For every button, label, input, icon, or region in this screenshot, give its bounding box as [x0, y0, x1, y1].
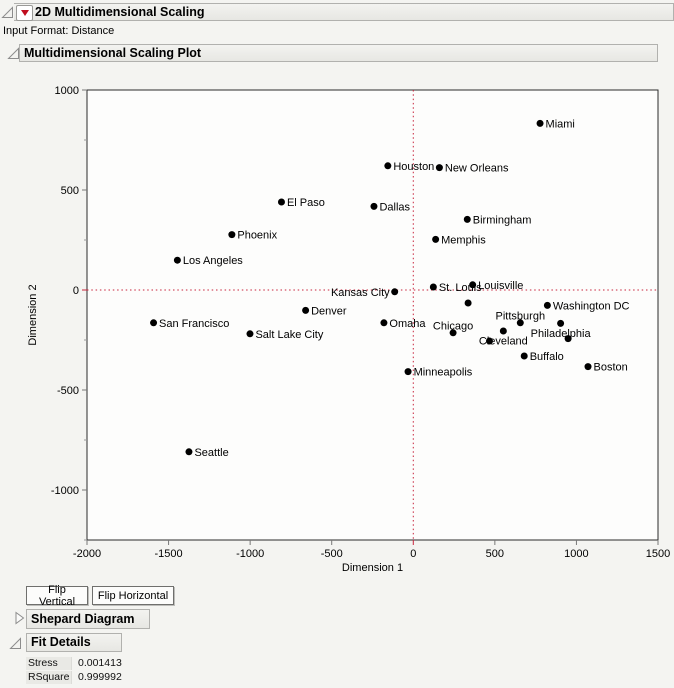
point-label: Houston — [393, 161, 434, 173]
data-point-el-paso[interactable] — [277, 198, 285, 206]
point-label: New Orleans — [445, 163, 509, 175]
point-label: Birmingham — [473, 214, 532, 226]
data-point-boston[interactable] — [584, 363, 592, 371]
point-label: San Francisco — [159, 318, 229, 330]
y-axis-tick-label: 0 — [73, 285, 79, 297]
data-point-minneapolis[interactable] — [404, 368, 412, 376]
data-point-los-angeles[interactable] — [173, 256, 181, 264]
fit-stat-value: 0.999992 — [78, 671, 122, 683]
data-point-memphis[interactable] — [432, 235, 440, 243]
y-axis-tick-label: -1000 — [51, 485, 79, 497]
x-axis-tick-label: -1500 — [155, 548, 183, 560]
point-label: Louisville — [478, 280, 523, 292]
data-point-birmingham[interactable] — [463, 215, 471, 223]
shepard-section-title: Shepard Diagram — [31, 611, 135, 626]
data-point-omaha[interactable] — [380, 319, 388, 327]
point-label: Dallas — [379, 201, 410, 213]
data-point-buffalo[interactable] — [520, 352, 528, 360]
point-label: Washington DC — [553, 300, 630, 312]
y-axis-tick-label: 1000 — [55, 85, 79, 97]
flip-horizontal-button[interactable]: Flip Horizontal — [92, 586, 174, 605]
data-point-san-francisco[interactable] — [150, 319, 158, 327]
x-axis-tick-label: -500 — [321, 548, 343, 560]
fit-details-section-title: Fit Details — [31, 635, 91, 650]
flip-vertical-button[interactable]: Flip Vertical — [26, 584, 88, 608]
point-label: Miami — [546, 118, 575, 130]
point-label: Memphis — [441, 234, 486, 246]
x-axis-tick-label: 500 — [486, 548, 504, 560]
plot-frame — [86, 89, 659, 541]
report-title: 2D Multidimensional Scaling — [35, 4, 205, 19]
data-point-new-orleans[interactable] — [435, 164, 443, 172]
point-label: Omaha — [389, 318, 426, 330]
disclosure-triangle-expanded-icon[interactable] — [9, 637, 22, 650]
input-format-text: Input Format: Distance — [3, 25, 115, 37]
fit-stat-label: RSquare — [26, 670, 72, 684]
shepard-section-header: Shepard Diagram — [26, 609, 150, 629]
x-axis-tick-label: 0 — [410, 548, 416, 560]
disclosure-triangle-collapsed-icon[interactable] — [13, 611, 26, 625]
point-label: Minneapolis — [414, 367, 473, 379]
data-point-washington-dc[interactable] — [543, 301, 551, 309]
data-point-denver[interactable] — [302, 306, 310, 314]
point-label: Seattle — [194, 447, 228, 459]
point-label: Pittsburgh — [496, 310, 546, 322]
disclosure-triangle-expanded-icon[interactable] — [7, 47, 20, 60]
y-axis-tick-label: -500 — [57, 385, 79, 397]
point-label: Salt Lake City — [255, 329, 323, 341]
fit-stat-value: 0.001413 — [78, 657, 122, 669]
table-row: RSquare 0.999992 — [26, 670, 148, 684]
data-point-miami[interactable] — [536, 119, 544, 127]
data-point-philadelphia[interactable] — [557, 319, 565, 327]
point-label: Chicago — [433, 320, 473, 332]
point-label: Phoenix — [237, 230, 277, 242]
y-axis-tick-label: 500 — [61, 185, 79, 197]
disclosure-triangle-expanded-icon[interactable] — [1, 6, 14, 19]
data-point-chicago[interactable] — [449, 329, 457, 337]
table-row: Stress 0.001413 — [26, 656, 148, 670]
y-axis-title: Dimension 2 — [27, 284, 39, 345]
x-axis-tick-label: -1000 — [236, 548, 264, 560]
mds-scatter-plot: 1000 500 0 -500 -1000 -2000 -1500 -1000 -500 0 500… — [27, 85, 670, 574]
point-label: Boston — [594, 362, 628, 374]
data-point-houston[interactable] — [384, 162, 392, 170]
plot-section-header: Multidimensional Scaling Plot — [19, 44, 658, 62]
data-point[interactable] — [485, 337, 493, 345]
red-triangle-menu-button[interactable] — [16, 5, 33, 21]
data-point[interactable] — [564, 335, 572, 343]
data-point-cleveland[interactable] — [499, 327, 507, 335]
data-point-seattle[interactable] — [185, 448, 193, 456]
report-title-bar: 2D Multidimensional Scaling — [14, 3, 674, 21]
point-label: Buffalo — [530, 351, 564, 363]
data-point-louisville[interactable] — [469, 281, 477, 289]
point-label: El Paso — [287, 197, 325, 209]
point-label: Philadelphia — [531, 328, 592, 340]
red-triangle-icon — [20, 10, 29, 16]
data-point-dallas[interactable] — [370, 202, 378, 210]
data-point-phoenix[interactable] — [228, 231, 236, 239]
data-point[interactable] — [464, 299, 472, 307]
point-label: Kansas City — [331, 287, 390, 299]
fit-details-section-header: Fit Details — [26, 633, 122, 652]
x-axis-tick-label: -2000 — [73, 548, 101, 560]
data-point-st-louis[interactable] — [429, 283, 437, 291]
point-label: Denver — [311, 305, 347, 317]
data-point-kansas-city[interactable] — [391, 288, 399, 296]
data-point-pittsburgh[interactable] — [516, 319, 524, 327]
x-axis-tick-label: 1500 — [646, 548, 670, 560]
point-label: Los Angeles — [183, 255, 243, 267]
fit-stat-label: Stress — [26, 656, 72, 670]
x-axis-title: Dimension 1 — [342, 562, 403, 574]
x-axis-tick-label: 1000 — [564, 548, 588, 560]
data-point-salt-lake-city[interactable] — [246, 330, 254, 338]
plot-section-title: Multidimensional Scaling Plot — [24, 45, 202, 60]
